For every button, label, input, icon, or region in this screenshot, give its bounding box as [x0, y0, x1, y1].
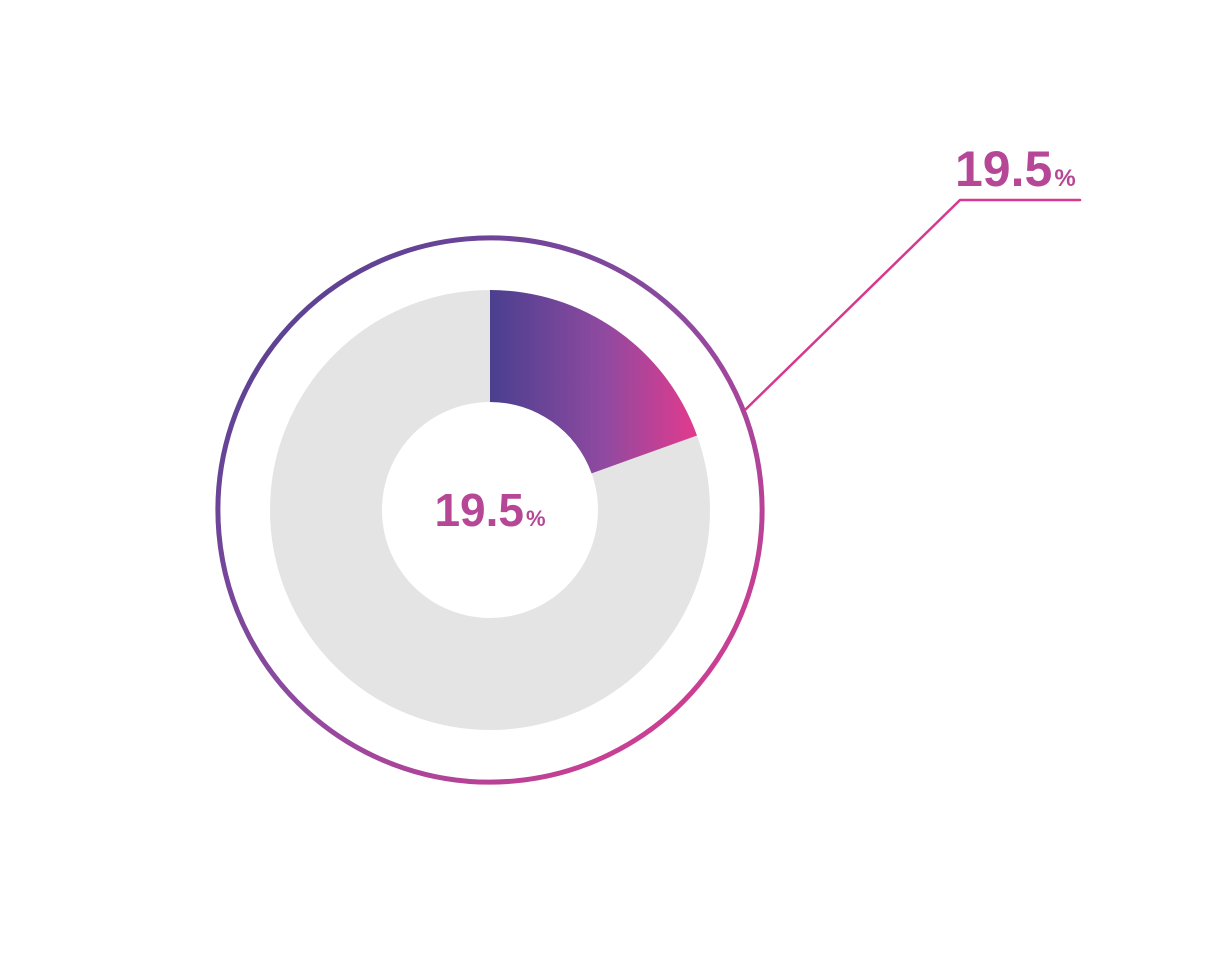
chart-stage: 19.5 % 19.5 % [0, 0, 1225, 980]
callout-leader-line [745, 200, 1080, 410]
center-percentage-label: 19.5 % [434, 483, 545, 537]
center-value-text: 19.5 [434, 483, 524, 537]
callout-percent-symbol: % [1054, 165, 1075, 193]
callout-value-text: 19.5 [955, 140, 1052, 198]
percentage-slice [490, 290, 697, 473]
center-percent-symbol: % [526, 506, 546, 532]
callout-percentage-label: 19.5 % [955, 140, 1076, 198]
